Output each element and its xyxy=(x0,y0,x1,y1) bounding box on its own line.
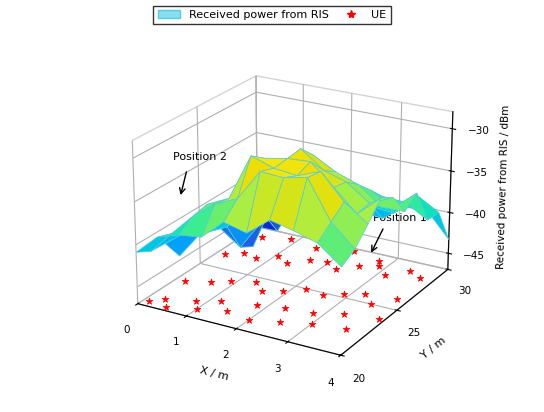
Text: Position 2: Position 2 xyxy=(173,152,227,162)
Legend: Received power from RIS, UE: Received power from RIS, UE xyxy=(153,5,391,24)
X-axis label: X / m: X / m xyxy=(199,365,230,382)
Text: Position 1: Position 1 xyxy=(374,213,428,223)
Y-axis label: Y / m: Y / m xyxy=(419,335,448,360)
